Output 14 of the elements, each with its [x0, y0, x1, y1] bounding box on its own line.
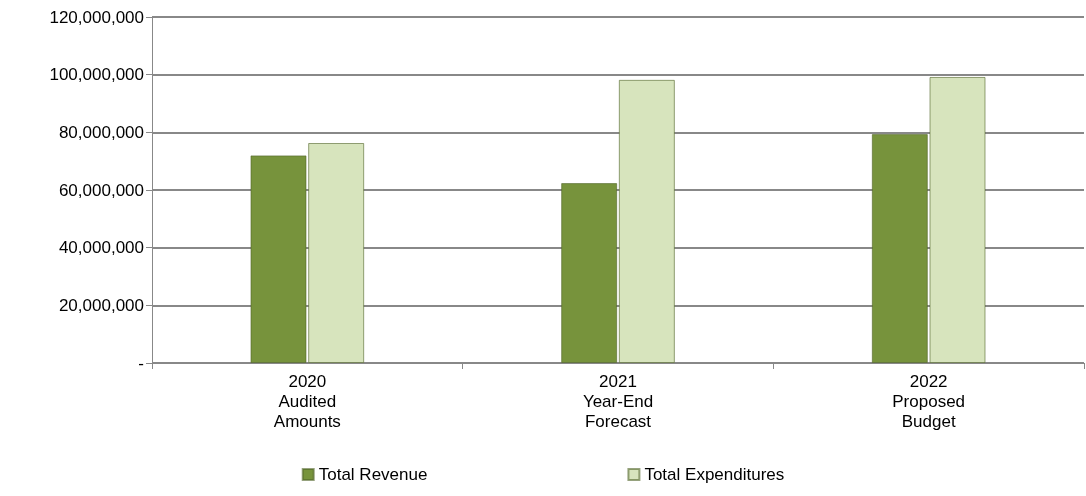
- y-tick-label: 20,000,000: [58, 295, 144, 315]
- legend-label: Total Revenue: [318, 465, 428, 484]
- legend-label: Total Expenditures: [644, 465, 785, 484]
- x-tick-label: 2021 Year-End Forecast: [582, 371, 654, 431]
- y-tick-label: -: [138, 353, 144, 373]
- bar: [618, 79, 675, 363]
- bar: [561, 183, 618, 363]
- y-tick-label: 80,000,000: [58, 122, 144, 142]
- x-tick-label: 2022 Proposed Budget: [892, 371, 966, 431]
- y-tick-label: 120,000,000: [49, 7, 144, 27]
- x-tick-label: 2020 Audited Amounts: [273, 371, 341, 431]
- y-tick-label: 40,000,000: [58, 238, 144, 258]
- y-tick-label: 100,000,000: [49, 65, 144, 85]
- y-tick-label: 60,000,000: [58, 180, 144, 200]
